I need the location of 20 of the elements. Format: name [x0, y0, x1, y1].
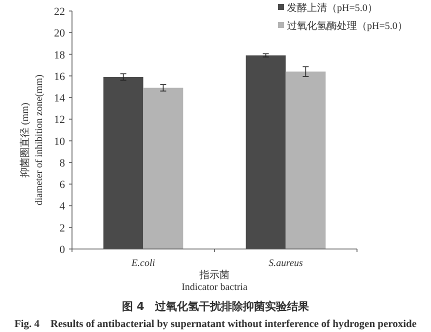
y-tick-label: 12 [54, 114, 65, 126]
y-tick-label: 4 [60, 200, 66, 213]
legend-label: 发酵上清（pH=5.0） [287, 2, 378, 14]
y-tick-label: 2 [60, 222, 65, 234]
y-tick-label: 22 [54, 6, 65, 18]
x-tick-label: E.coli [130, 258, 156, 269]
y-tick-label: 0 [60, 244, 66, 256]
text: Fig. 4 Results of antibacterial by supernatant without interference of hydrogen peroxide [14, 319, 417, 330]
y-tick-label: 20 [54, 28, 66, 40]
x-tick-label: S.aureus [268, 258, 304, 269]
y-tick-label: 16 [54, 70, 66, 83]
y-tick-label: 6 [60, 179, 66, 192]
y-tick-label: 8 [60, 157, 66, 170]
y-tick-label: 18 [54, 49, 66, 62]
legend-label: 过氧化氢酶处理（pH=5.0） [287, 20, 408, 32]
y-tick-label: 14 [54, 92, 66, 105]
y-axis-title: 抑菌圈直径 (mm) diameter of inhibition zone(mm) [19, 74, 45, 206]
y-tick-label: 10 [54, 136, 66, 148]
x-axis-title: 指示菌 Indicator bactria [182, 269, 248, 293]
text: 图 4 过氧化氢干扰排除抑菌实验结果 [122, 300, 310, 313]
